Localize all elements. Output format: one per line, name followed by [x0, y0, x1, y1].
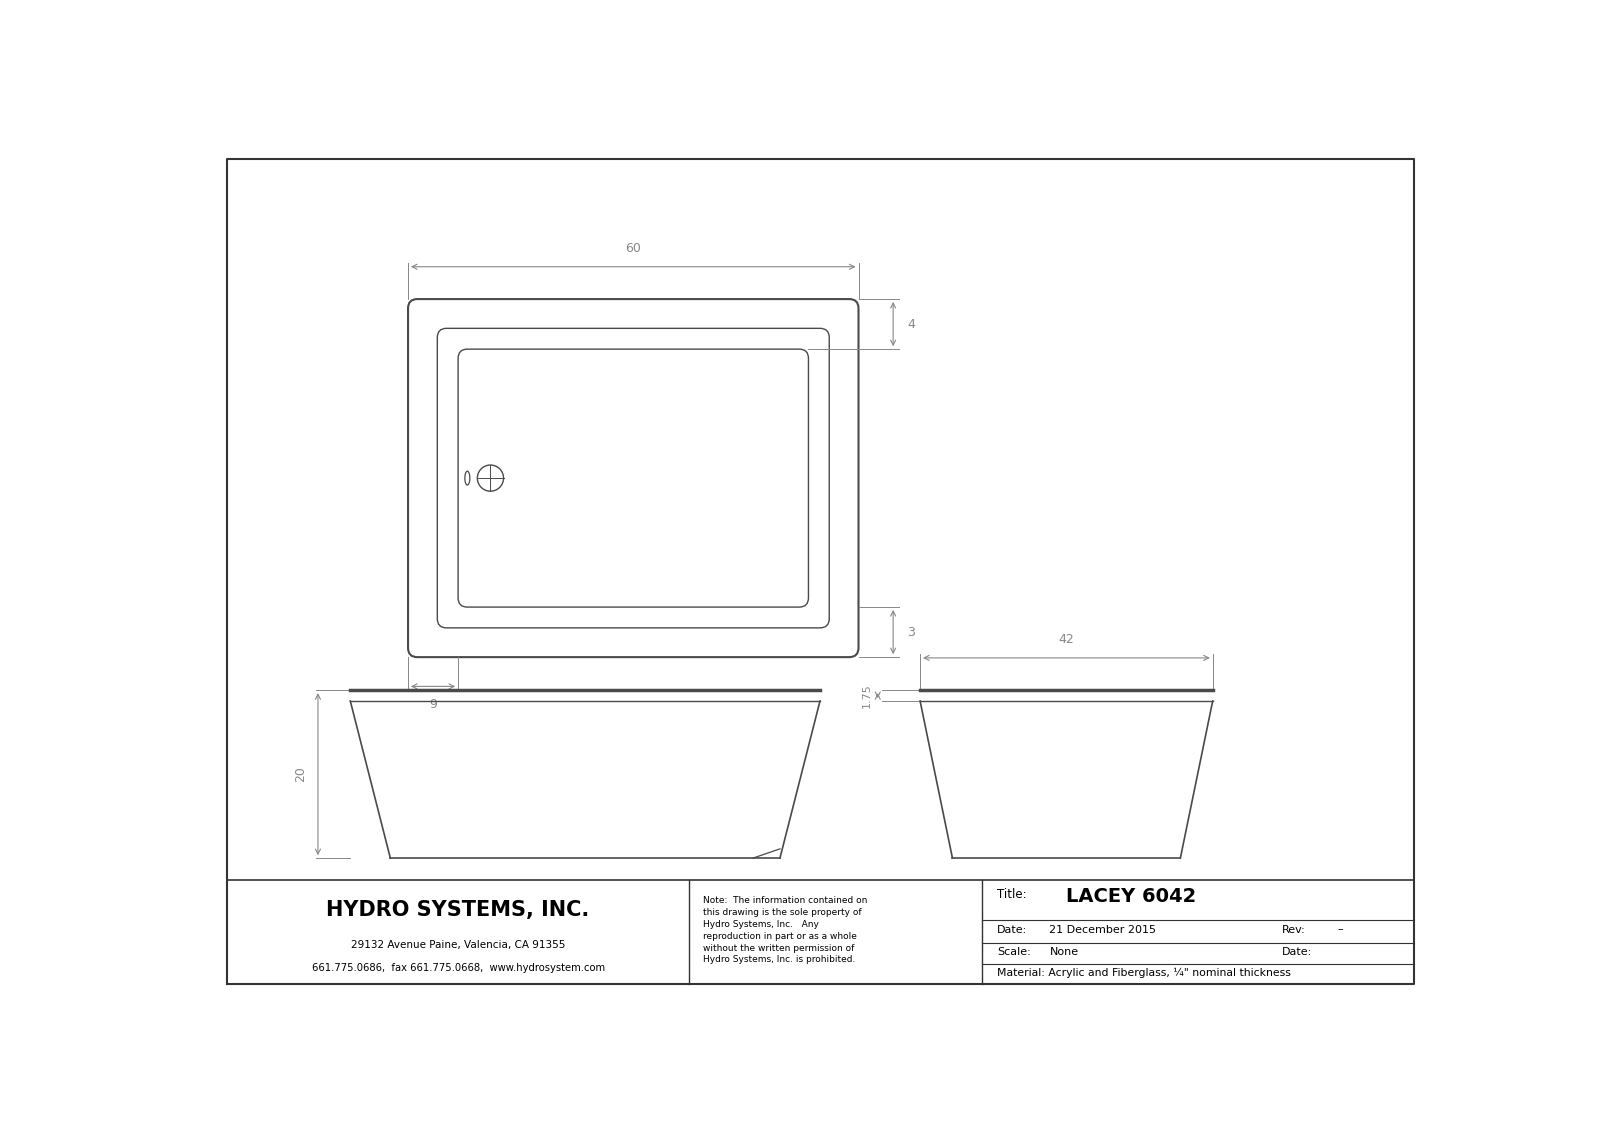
- Text: 42: 42: [1059, 633, 1074, 646]
- Text: LACEY 6042: LACEY 6042: [1067, 886, 1197, 906]
- Text: 21 December 2015: 21 December 2015: [1050, 925, 1157, 935]
- Text: Date:: Date:: [997, 925, 1027, 935]
- Text: 9: 9: [429, 698, 437, 711]
- Text: Rev:: Rev:: [1282, 925, 1306, 935]
- Text: 29132 Avenue Paine, Valencia, CA 91355: 29132 Avenue Paine, Valencia, CA 91355: [350, 940, 565, 950]
- Text: 60: 60: [626, 242, 642, 255]
- Text: HYDRO SYSTEMS, INC.: HYDRO SYSTEMS, INC.: [326, 900, 590, 919]
- Text: Material: Acrylic and Fiberglass, ¼" nominal thickness: Material: Acrylic and Fiberglass, ¼" nom…: [997, 968, 1291, 978]
- Text: Note:  The information contained on
this drawing is the sole property of
Hydro S: Note: The information contained on this …: [702, 897, 867, 964]
- Text: Title:: Title:: [997, 889, 1027, 901]
- Text: Scale:: Scale:: [997, 947, 1030, 958]
- Text: Date:: Date:: [1282, 947, 1312, 958]
- Text: 3: 3: [907, 626, 915, 638]
- Text: –: –: [1338, 925, 1342, 935]
- Text: None: None: [1050, 947, 1078, 958]
- Text: 1.75: 1.75: [862, 684, 872, 708]
- Text: 4: 4: [907, 318, 915, 331]
- Text: 20: 20: [294, 766, 307, 782]
- Text: 661.775.0686,  fax 661.775.0668,  www.hydrosystem.com: 661.775.0686, fax 661.775.0668, www.hydr…: [312, 962, 605, 972]
